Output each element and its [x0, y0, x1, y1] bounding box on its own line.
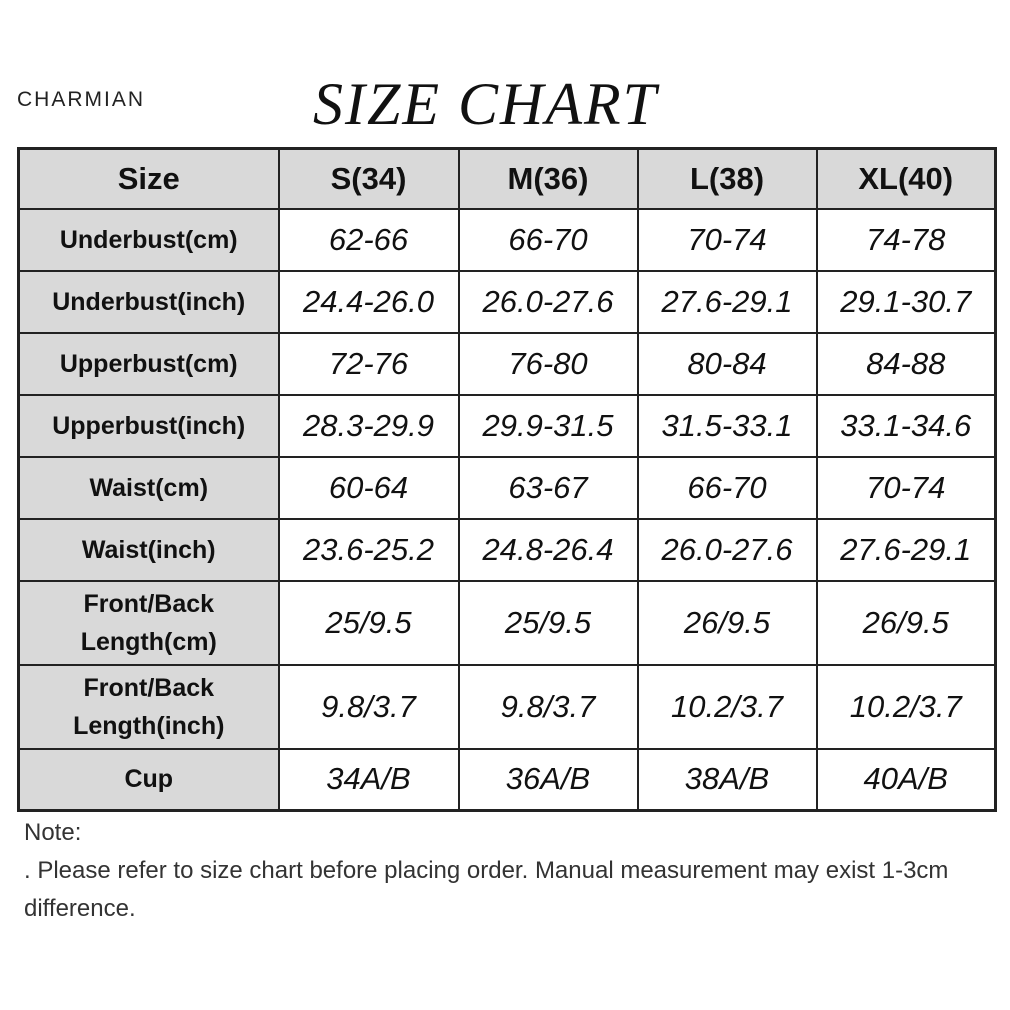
size-value: 70-74 [636, 208, 818, 272]
size-value: 33.1-34.6 [815, 394, 997, 458]
size-value: 63-67 [457, 456, 639, 520]
header-cell: XL(40) [815, 147, 997, 210]
size-table: Size S(34) M(36) L(38) XL(40) Underbust(cm) 6… [17, 147, 997, 812]
size-value: 31.5-33.1 [636, 394, 818, 458]
size-value: 84-88 [815, 332, 997, 396]
row-label: Waist(cm) [17, 456, 280, 520]
header-cell: Size [17, 147, 280, 210]
table-row: Upperbust(cm) 72-76 76-80 80-84 84-88 [17, 332, 997, 396]
size-value: 34A/B [277, 748, 460, 811]
row-label: Upperbust(cm) [17, 332, 280, 396]
header-cell: L(38) [636, 147, 818, 210]
size-value: 80-84 [636, 332, 818, 396]
table-row: Upperbust(inch) 28.3-29.9 29.9-31.5 31.5-33… [17, 394, 997, 458]
note-text: . Please refer to size chart before plac… [24, 857, 949, 922]
table-row: Waist(inch) 23.6-25.2 24.8-26.4 26.0-27.6 27… [17, 518, 997, 582]
row-label: Front/Back Length(inch) [17, 664, 280, 750]
row-label: Underbust(inch) [17, 270, 280, 334]
size-value: 26/9.5 [636, 580, 818, 666]
size-value: 29.9-31.5 [457, 394, 639, 458]
size-value: 9.8/3.7 [277, 664, 460, 750]
size-value: 23.6-25.2 [277, 518, 460, 582]
size-value: 10.2/3.7 [636, 664, 818, 750]
size-value: 29.1-30.7 [815, 270, 997, 334]
table-row: Front/Back Length(cm) 25/9.5 25/9.5 26/9.5 2… [17, 580, 997, 666]
table-head: Size S(34) M(36) L(38) XL(40) [17, 147, 997, 210]
title: SIZE CHART [313, 71, 659, 137]
table-row: Front/Back Length(inch) 9.8/3.7 9.8/3.7 10.… [17, 664, 997, 750]
header-cell: M(36) [457, 147, 639, 210]
note: Note: . Please refer to size chart befor… [24, 814, 964, 928]
size-value: 26.0-27.6 [457, 270, 639, 334]
row-label: Underbust(cm) [17, 208, 280, 272]
size-value: 28.3-29.9 [277, 394, 460, 458]
table-row: Cup 34A/B 36A/B 38A/B 40A/B [17, 748, 997, 811]
size-value: 66-70 [636, 456, 818, 520]
table-body: Underbust(cm) 62-66 66-70 70-74 74-78 Underbu… [17, 208, 997, 811]
size-value: 24.4-26.0 [277, 270, 460, 334]
row-label: Front/Back Length(cm) [17, 580, 280, 666]
row-label: Cup [17, 748, 280, 811]
size-value: 27.6-29.1 [815, 518, 997, 582]
size-value: 25/9.5 [277, 580, 460, 666]
table-row: Underbust(cm) 62-66 66-70 70-74 74-78 [17, 208, 997, 272]
size-value: 70-74 [815, 456, 997, 520]
note-label: Note: [24, 819, 82, 846]
size-value: 76-80 [457, 332, 639, 396]
size-value: 60-64 [277, 456, 460, 520]
row-label: Waist(inch) [17, 518, 280, 582]
table-row: Underbust(inch) 24.4-26.0 26.0-27.6 27.6-29… [17, 270, 997, 334]
brand: CHARMIAN [17, 88, 146, 111]
size-value: 74-78 [815, 208, 997, 272]
size-value: 72-76 [277, 332, 460, 396]
size-value: 25/9.5 [457, 580, 639, 666]
size-value: 26/9.5 [815, 580, 997, 666]
row-label: Upperbust(inch) [17, 394, 280, 458]
size-value: 9.8/3.7 [457, 664, 639, 750]
size-value: 24.8-26.4 [457, 518, 639, 582]
size-value: 38A/B [636, 748, 818, 811]
size-value: 26.0-27.6 [636, 518, 818, 582]
header-row: Size S(34) M(36) L(38) XL(40) [17, 147, 997, 210]
size-value: 10.2/3.7 [815, 664, 997, 750]
header-cell: S(34) [277, 147, 460, 210]
size-value: 27.6-29.1 [636, 270, 818, 334]
size-value: 66-70 [457, 208, 639, 272]
table-row: Waist(cm) 60-64 63-67 66-70 70-74 [17, 456, 997, 520]
size-value: 36A/B [457, 748, 639, 811]
size-value: 62-66 [277, 208, 460, 272]
size-value: 40A/B [815, 748, 997, 811]
